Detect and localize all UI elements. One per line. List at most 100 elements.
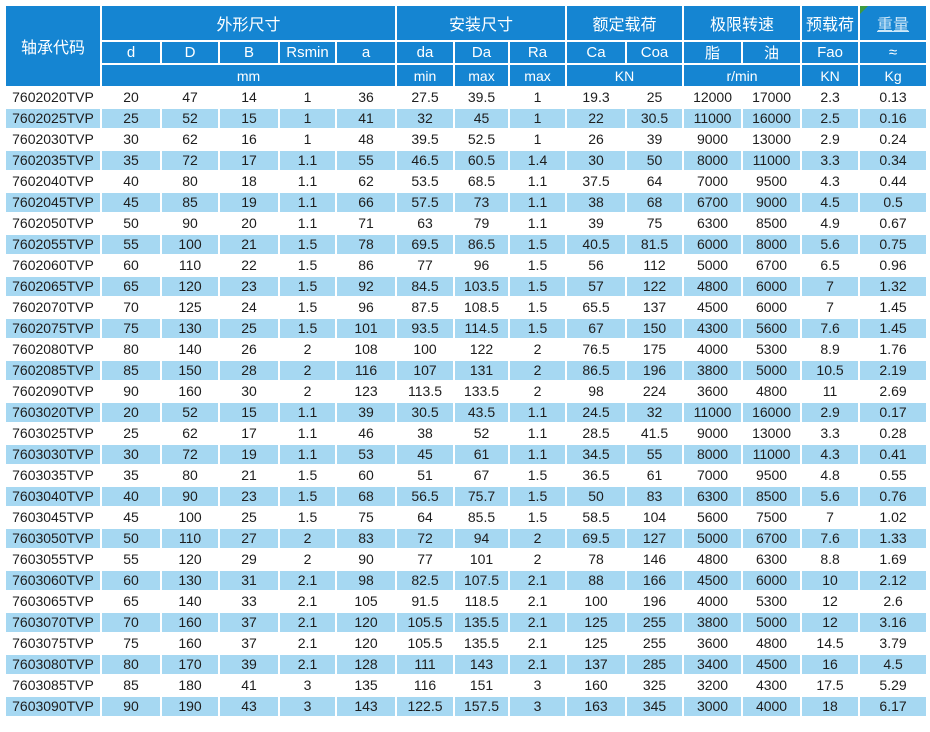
- value-cell: 45: [100, 191, 162, 214]
- value-cell: 108: [335, 338, 397, 361]
- value-cell: 52.5: [453, 128, 510, 151]
- value-cell: 6300: [741, 548, 803, 571]
- value-cell: 63: [395, 212, 455, 235]
- value-cell: 110: [160, 527, 220, 550]
- value-cell: 125: [565, 632, 628, 655]
- group-limit-speed: 极限转速: [682, 4, 803, 42]
- bearing-code-cell: 7603085TVP: [4, 674, 102, 697]
- value-cell: 3: [278, 674, 337, 697]
- value-cell: 1.5: [507, 317, 568, 340]
- value-cell: 43: [218, 695, 280, 718]
- value-cell: 86: [335, 254, 397, 277]
- value-cell: 5000: [682, 254, 744, 277]
- value-cell: 61: [625, 464, 685, 487]
- table-row: 7603020TVP 20 52 15 1.1 39 30.5 43.5 1.1 24.5 32 11…: [4, 401, 929, 424]
- value-cell: 4.3: [800, 443, 861, 466]
- bearing-code-cell: 7603030TVP: [4, 443, 102, 466]
- value-cell: 196: [625, 359, 685, 382]
- value-cell: 17.5: [800, 674, 861, 697]
- value-cell: 16: [800, 653, 861, 676]
- value-cell: 150: [625, 317, 685, 340]
- value-cell: 69.5: [395, 233, 455, 256]
- value-cell: 0.13: [858, 86, 929, 109]
- value-cell: 116: [335, 359, 397, 382]
- value-cell: 137: [565, 653, 628, 676]
- table-row: 7602050TVP 50 90 20 1.1 71 63 79 1.1 39 75 6300 8500…: [4, 212, 929, 235]
- value-cell: 6000: [741, 275, 803, 298]
- value-cell: 14: [218, 86, 280, 109]
- value-cell: 112: [625, 254, 685, 277]
- col-Da: Da: [453, 40, 510, 65]
- value-cell: 166: [625, 569, 685, 592]
- value-cell: 14.5: [800, 632, 861, 655]
- value-cell: 146: [625, 548, 685, 571]
- col-B: B: [218, 40, 280, 65]
- value-cell: 5300: [741, 338, 803, 361]
- value-cell: 46.5: [395, 149, 455, 172]
- value-cell: 180: [160, 674, 220, 697]
- value-cell: 37.5: [565, 170, 628, 193]
- value-cell: 7500: [741, 506, 803, 529]
- value-cell: 4800: [741, 380, 803, 403]
- value-cell: 77: [395, 254, 455, 277]
- value-cell: 4.9: [800, 212, 861, 235]
- value-cell: 9000: [741, 191, 803, 214]
- value-cell: 6000: [682, 233, 744, 256]
- value-cell: 0.28: [858, 422, 929, 445]
- value-cell: 8.9: [800, 338, 861, 361]
- value-cell: 3600: [682, 380, 744, 403]
- col-approx: ≈: [858, 40, 929, 65]
- value-cell: 2.1: [278, 569, 337, 592]
- value-cell: 4300: [741, 674, 803, 697]
- value-cell: 12: [800, 611, 861, 634]
- value-cell: 3.79: [858, 632, 929, 655]
- value-cell: 2.1: [278, 590, 337, 613]
- table-row: 7602060TVP 60 110 22 1.5 86 77 96 1.5 56 112 5000 67…: [4, 254, 929, 277]
- value-cell: 345: [625, 695, 685, 718]
- bearing-code-cell: 7603080TVP: [4, 653, 102, 676]
- bearing-code-cell: 7602030TVP: [4, 128, 102, 151]
- value-cell: 1.1: [278, 401, 337, 424]
- value-cell: 170: [160, 653, 220, 676]
- table-row: 7603065TVP 65 140 33 2.1 105 91.5 118.5 2.1 100 19…: [4, 590, 929, 613]
- value-cell: 2.1: [507, 653, 568, 676]
- value-cell: 64: [625, 170, 685, 193]
- value-cell: 55: [100, 548, 162, 571]
- value-cell: 151: [453, 674, 510, 697]
- value-cell: 55: [335, 149, 397, 172]
- value-cell: 1.1: [278, 212, 337, 235]
- value-cell: 46: [335, 422, 397, 445]
- value-cell: 30: [100, 443, 162, 466]
- table-row: 7603090TVP 90 190 43 3 143 122.5 157.5 3 163 345 30…: [4, 695, 929, 718]
- value-cell: 1.1: [278, 170, 337, 193]
- value-cell: 2.1: [278, 632, 337, 655]
- value-cell: 43.5: [453, 401, 510, 424]
- table-row: 7602030TVP 30 62 16 1 48 39.5 52.5 1 26 39 9000 1300…: [4, 128, 929, 151]
- group-mounting-dimensions: 安装尺寸: [394, 4, 568, 42]
- value-cell: 98: [335, 569, 397, 592]
- value-cell: 13000: [741, 128, 803, 151]
- value-cell: 29: [218, 548, 280, 571]
- weight-link[interactable]: 重量: [877, 17, 910, 34]
- value-cell: 0.34: [858, 149, 929, 172]
- value-cell: 143: [335, 695, 397, 718]
- value-cell: 67: [565, 317, 628, 340]
- value-cell: 2.9: [800, 401, 861, 424]
- group-outer-dimensions: 外形尺寸: [100, 4, 397, 42]
- value-cell: 61: [453, 443, 510, 466]
- bearing-code-cell: 7602045TVP: [4, 191, 102, 214]
- value-cell: 1.33: [858, 527, 929, 550]
- value-cell: 1: [507, 86, 568, 109]
- table-row: 7602080TVP 80 140 26 2 108 100 122 2 76.5 175 4000 5…: [4, 338, 929, 361]
- value-cell: 39.5: [395, 128, 455, 151]
- table-row: 7603085TVP 85 180 41 3 135 116 151 3 160 325 3200 43…: [4, 674, 929, 697]
- table-row: 7603045TVP 45 100 25 1.5 75 64 85.5 1.5 58.5 104 56…: [4, 506, 929, 529]
- value-cell: 18: [218, 170, 280, 193]
- value-cell: 6000: [741, 569, 803, 592]
- value-cell: 8000: [741, 233, 803, 256]
- value-cell: 38: [395, 422, 455, 445]
- col-a: a: [335, 40, 397, 65]
- value-cell: 3: [278, 695, 337, 718]
- value-cell: 90: [160, 485, 220, 508]
- value-cell: 58.5: [565, 506, 628, 529]
